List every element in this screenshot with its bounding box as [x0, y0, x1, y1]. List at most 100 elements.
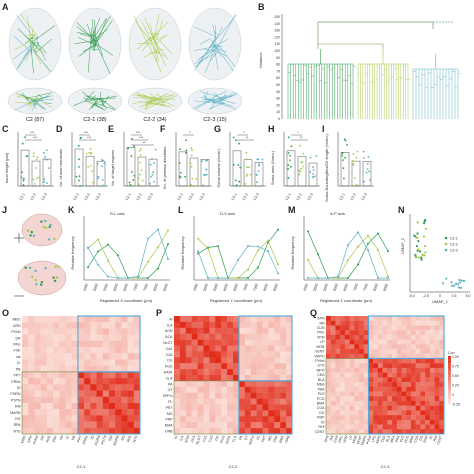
heatmap-cell: [238, 321, 245, 328]
heatmap-cell: [274, 316, 281, 323]
freq-tick: 5000: [313, 283, 319, 292]
colorbar-segment: [448, 365, 451, 367]
heatmap-cell: [59, 347, 66, 354]
heatmap-cell: [396, 405, 402, 411]
heatmap-cell: [133, 347, 141, 354]
heatmap-cell: [377, 415, 383, 421]
heatmap-cell: [406, 415, 412, 421]
heatmap-cell: [121, 396, 128, 404]
heatmap-cell: [84, 384, 91, 391]
heatmap-cell: [209, 363, 216, 370]
heatmap-cell: [227, 333, 234, 340]
heatmap-cell: [53, 390, 60, 397]
heatmap-cell: [22, 415, 29, 422]
data-point: [22, 177, 25, 180]
heatmap-col-label: VENT: [356, 434, 363, 445]
colorbar-segment: [448, 398, 451, 400]
data-point: [290, 145, 293, 148]
heatmap-cell: [197, 380, 204, 387]
heatmap-cell: [174, 386, 181, 393]
axon-trace-side: [153, 94, 175, 100]
heatmap-col-label: ORB: [284, 434, 291, 443]
heatmap-cell: [425, 353, 431, 359]
heatmap-cell: [102, 396, 110, 404]
heatmap-cell: [121, 322, 128, 329]
heatmap-cell: [401, 419, 407, 425]
heatmap-cell: [133, 322, 141, 329]
heatmap-cell: [354, 391, 360, 397]
heatmap-cell: [377, 330, 383, 336]
heatmap-cell: [227, 363, 234, 370]
freq-tick: 4500: [83, 283, 89, 292]
heatmap-cell: [121, 316, 128, 323]
axon-trace: [153, 51, 166, 57]
heatmap-cell: [84, 328, 91, 335]
heatmap-cell: [359, 400, 364, 406]
heatmap-cell: [179, 333, 186, 340]
heatmap-cell: [326, 344, 331, 350]
heatmap-cell: [377, 396, 383, 402]
heatmap-cell: [425, 339, 431, 345]
heatmap-cell: [22, 322, 29, 329]
heatmap-cell: [28, 427, 35, 435]
heatmap-cell: [268, 333, 275, 340]
heatmap-cell: [233, 422, 240, 429]
group-label: C2-3: [41, 192, 48, 201]
heatmap-cell: [382, 358, 388, 364]
heatmap-cell: [102, 340, 110, 348]
axon-trace-side: [31, 98, 54, 102]
heatmap-cell: [108, 409, 116, 416]
heatmap-row-label: VENT: [315, 350, 325, 354]
heatmap-cell: [96, 365, 103, 373]
heatmap-cell: [268, 404, 275, 411]
heatmap-col-label: PGRN: [94, 435, 101, 446]
heatmap-cell: [127, 390, 134, 397]
axon-trace: [218, 26, 223, 36]
heatmap-cell: [410, 353, 416, 359]
heatmap-cell: [274, 404, 281, 411]
heatmap-cell: [174, 363, 181, 370]
heatmap-cell: [340, 396, 346, 402]
data-point: [342, 177, 345, 180]
umap-point: [417, 256, 420, 259]
data-point: [246, 158, 249, 161]
bar: [351, 160, 361, 187]
heatmap-cell: [179, 380, 186, 387]
heatmap-cell: [250, 351, 257, 358]
heatmap-cell: [401, 325, 407, 331]
heatmap-cell: [429, 429, 435, 435]
colorbar-segment: [448, 386, 451, 388]
colorbar-tick: 1.00: [452, 355, 459, 359]
heatmap-cell: [425, 344, 431, 350]
data-point: [140, 169, 143, 172]
heatmap-cell: [387, 415, 393, 421]
group-label: C2-1: [73, 192, 80, 201]
axon-trace: [16, 15, 32, 35]
legend-label: C2-1: [450, 237, 458, 241]
heatmap-cell: [368, 386, 374, 392]
heatmap-cell: [203, 351, 210, 358]
heatmap-cell: [203, 422, 210, 429]
heatmap-cell: [256, 392, 263, 399]
heatmap-cell: [382, 353, 388, 359]
heatmap-cell: [244, 375, 251, 382]
heatmap-cell: [108, 359, 116, 366]
heatmap-cell: [429, 358, 435, 364]
heatmap-cell: [65, 384, 72, 391]
heatmap-cell: [22, 365, 29, 373]
heatmap-cell: [84, 371, 91, 379]
freq-xlabel: Registered Y coordinate (µm): [210, 298, 263, 303]
heatmap-cell: [410, 344, 416, 350]
freq-tick: 5500: [103, 283, 109, 292]
heatmap-cell: [197, 345, 204, 352]
freq-tick: 7000: [133, 283, 139, 292]
heatmap-row-label: cst: [16, 355, 21, 359]
heatmap-cell: [415, 400, 421, 406]
heatmap-cell: [84, 427, 91, 435]
group-label: C2-3: [253, 192, 260, 201]
heatmap-cell: [359, 391, 364, 397]
heatmap-cell: [96, 415, 103, 422]
freq-line: [197, 245, 279, 279]
heatmap-cell: [221, 333, 228, 340]
panel-label-l: L: [178, 205, 184, 215]
